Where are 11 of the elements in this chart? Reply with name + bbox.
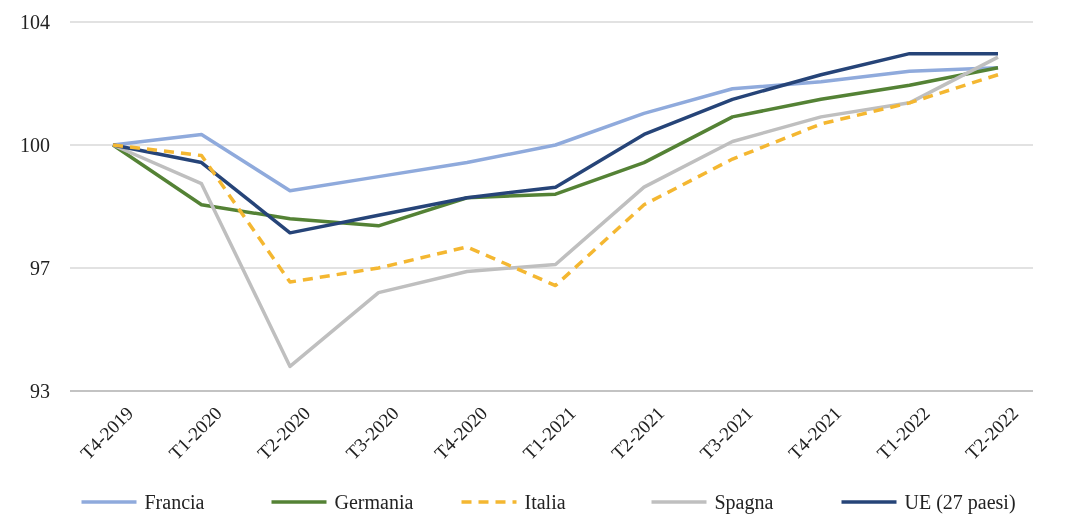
legend-label: Francia [144, 491, 205, 513]
legend-label: Germania [334, 491, 414, 513]
legend-label: UE (27 paesi) [904, 491, 1016, 514]
y-tick-label: 97 [30, 257, 50, 279]
y-tick-label: 104 [20, 11, 50, 33]
legend-label: Italia [524, 491, 566, 513]
y-tick-label: 93 [30, 380, 50, 402]
y-tick-label: 100 [20, 134, 50, 156]
line-series [111, 55, 1000, 369]
line-series [111, 72, 1000, 288]
legend-label: Spagna [714, 491, 774, 514]
